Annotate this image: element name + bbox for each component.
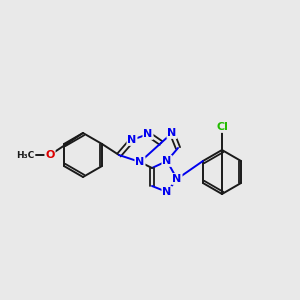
Text: Cl: Cl — [216, 122, 228, 132]
Text: O: O — [45, 150, 55, 160]
Text: N: N — [172, 174, 182, 184]
Text: N: N — [167, 128, 177, 138]
Text: H₃C: H₃C — [16, 151, 34, 160]
Text: N: N — [162, 156, 172, 166]
Text: N: N — [143, 129, 153, 139]
Text: N: N — [162, 187, 172, 197]
Text: N: N — [128, 135, 136, 145]
Text: N: N — [135, 157, 145, 167]
